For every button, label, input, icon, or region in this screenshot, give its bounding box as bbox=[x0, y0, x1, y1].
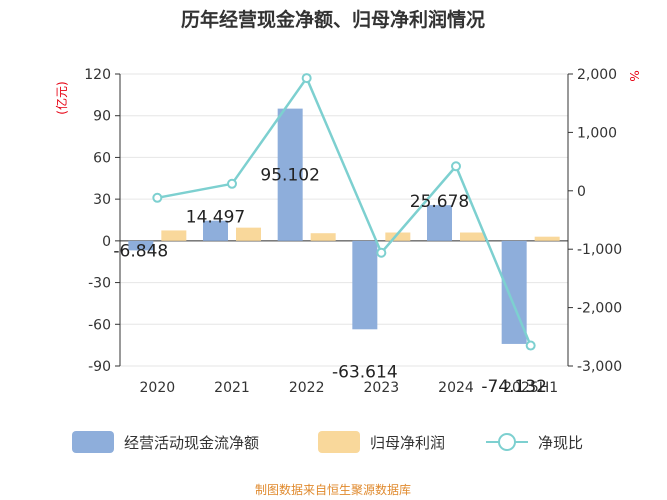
legend-label: 经营活动现金流净额 bbox=[124, 434, 259, 452]
ratio-point bbox=[525, 340, 536, 351]
x-tick-label: 2020 bbox=[140, 380, 176, 396]
ratio-point bbox=[376, 247, 387, 258]
left-tick-label: 0 bbox=[102, 234, 111, 250]
legend-item[interactable]: 经营活动现金流净额 bbox=[72, 431, 259, 453]
bars bbox=[128, 108, 560, 344]
bar-net-profit bbox=[460, 232, 485, 241]
ratio-point bbox=[301, 73, 312, 84]
right-tick-label: -3,000 bbox=[577, 359, 622, 375]
legend[interactable]: 经营活动现金流净额 归母净利润 净现比 bbox=[72, 431, 583, 453]
cash-flow-data-label: 14.497 bbox=[186, 208, 245, 228]
cash-flow-data-label: 25.678 bbox=[410, 192, 469, 212]
left-tick-label: -60 bbox=[88, 317, 111, 333]
chart-title: 历年经营现金净额、归母净利润情况 bbox=[181, 8, 485, 31]
ratio-line bbox=[157, 75, 532, 347]
ratio-point bbox=[227, 178, 237, 189]
left-tick-label: -90 bbox=[88, 359, 111, 375]
x-tick-label: 2024 bbox=[438, 380, 474, 396]
x-tick-label: 2021 bbox=[214, 380, 250, 396]
ratio-point bbox=[451, 161, 461, 172]
bar-cash-flow bbox=[427, 205, 452, 241]
source-note: 制图数据来自恒生聚源数据库 bbox=[255, 482, 411, 497]
cash-flow-data-label: -63.614 bbox=[332, 362, 398, 382]
legend-item[interactable]: 归母净利润 bbox=[318, 431, 445, 453]
bar-cash-flow bbox=[128, 240, 154, 251]
data-labels: -6.848 14.497 95.102 -63.614 25.678 -74.132 bbox=[113, 166, 547, 397]
legend-marker bbox=[498, 433, 516, 451]
ratio-point bbox=[152, 192, 163, 203]
x-tick-label: 2023 bbox=[364, 380, 400, 396]
legend-swatch bbox=[318, 431, 360, 453]
right-tick-label: 2,000 bbox=[577, 67, 617, 83]
legend-label: 归母净利润 bbox=[370, 434, 445, 452]
line-series bbox=[152, 73, 536, 351]
bar-net-profit bbox=[236, 227, 261, 241]
legend-item[interactable]: 净现比 bbox=[486, 433, 583, 452]
right-tick-label: -2,000 bbox=[577, 301, 622, 317]
cash-flow-data-label: 95.102 bbox=[260, 166, 319, 186]
right-axis-unit: % bbox=[627, 70, 641, 81]
x-tick-label: 2025H1 bbox=[503, 380, 558, 396]
left-tick-label: 30 bbox=[93, 192, 111, 208]
left-axis-unit: (亿元) bbox=[54, 81, 69, 114]
bar-cash-flow bbox=[352, 240, 378, 330]
right-tick-label: 1,000 bbox=[577, 125, 617, 141]
axes: 120 90 60 30 0 -30 -60 -90 2,000 1,000 0 -1,000 -2,0… bbox=[84, 67, 622, 396]
bar-net-profit bbox=[310, 233, 336, 241]
cash-flow-data-label: -74.132 bbox=[481, 377, 547, 397]
x-tick-label: 2022 bbox=[289, 380, 325, 396]
legend-label: 净现比 bbox=[538, 434, 583, 452]
left-tick-label: 60 bbox=[93, 150, 111, 166]
bar-net-profit bbox=[534, 236, 560, 241]
left-tick-label: 90 bbox=[93, 109, 111, 125]
bar-cash-flow bbox=[203, 220, 228, 241]
bar-net-profit bbox=[161, 230, 187, 241]
left-tick-label: 120 bbox=[84, 67, 111, 83]
left-tick-label: -30 bbox=[88, 276, 111, 292]
right-tick-label: -1,000 bbox=[577, 242, 622, 258]
cash-flow-data-label: -6.848 bbox=[113, 241, 168, 261]
bar-net-profit bbox=[385, 232, 411, 241]
right-tick-label: 0 bbox=[577, 184, 586, 200]
legend-swatch bbox=[72, 431, 114, 453]
bar-cash-flow bbox=[277, 108, 303, 241]
